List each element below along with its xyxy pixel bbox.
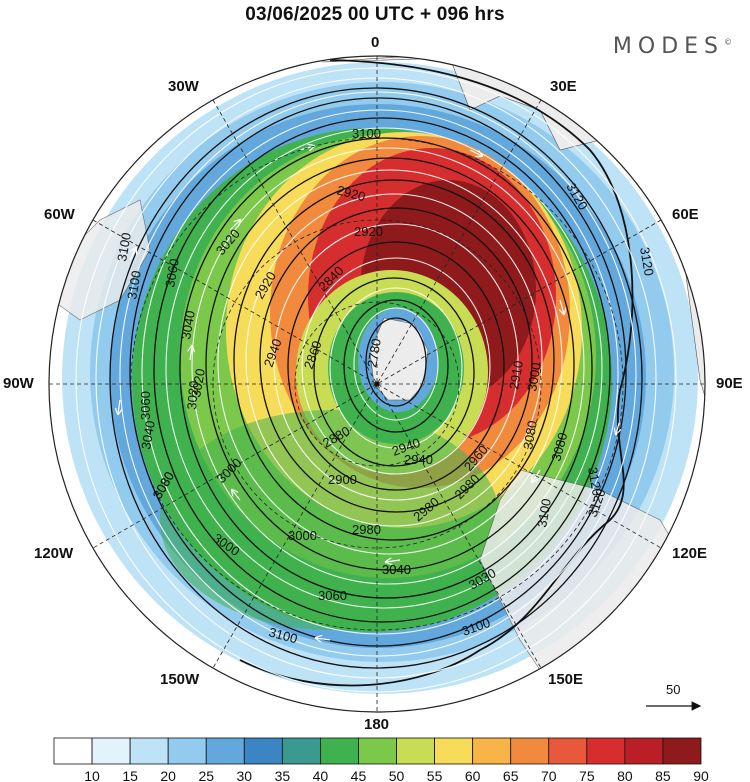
lon-label-60e: 60E [672, 206, 699, 223]
contour-label: 2900 [328, 472, 357, 487]
wind-reference-label: 50 [666, 682, 680, 697]
contour-label: 3040 [178, 309, 198, 340]
contour-label: 3080 [520, 419, 540, 450]
colorbar-tick-label: 90 [693, 768, 709, 782]
lon-label-150e: 150E [548, 671, 584, 688]
lon-label-120e: 120E [672, 545, 708, 562]
contour-label: 3100 [534, 497, 554, 528]
colorbar-tick-label: 55 [427, 768, 443, 782]
colorbar-swatch [91, 737, 131, 765]
contour-label: 3100 [124, 269, 144, 300]
contour-label: 2940 [404, 452, 433, 467]
colorbar-swatch [548, 737, 588, 765]
colorbar-tick-label: 70 [541, 768, 557, 782]
colorbar-swatch [129, 737, 169, 765]
colorbar-tick-label: 45 [351, 768, 367, 782]
colorbar-swatch [472, 737, 512, 765]
wind-streamlines [75, 67, 677, 693]
contour-label: 3120 [585, 466, 605, 497]
colorbar-tick-label: 25 [198, 768, 214, 782]
colorbar-swatch [662, 737, 702, 765]
colorbar-swatch [586, 737, 626, 765]
lon-label-30w: 30W [168, 78, 199, 95]
colorbar-swatch [53, 737, 93, 765]
colorbar-swatch [205, 737, 245, 765]
colorbar-tick-label: 80 [617, 768, 633, 782]
brand-mark: © [724, 37, 732, 47]
lon-label-120w: 120W [34, 545, 74, 562]
contour-label: 2980 [352, 522, 381, 537]
contour-label: 3040 [138, 419, 158, 450]
colorbar-tick-label: 85 [655, 768, 671, 782]
map-boundary [48, 55, 706, 713]
contour-label: 3120 [637, 246, 657, 277]
colorbar: 10 15 20 25 30 35 40 45 50 55 60 65 70 75 80 85 90 [53, 737, 709, 782]
brand-logo: MODES© [613, 34, 732, 59]
contour-label: 3060 [162, 257, 182, 288]
colorbar-tick-label: 60 [465, 768, 481, 782]
contour-label: 3020 [184, 380, 201, 410]
contour-label: 3100 [352, 126, 381, 141]
colorbar-tick-label: 50 [389, 768, 405, 782]
colorbar-swatch [434, 737, 474, 765]
lon-label-60w: 60W [44, 206, 75, 223]
colorbar-swatch [624, 737, 664, 765]
lon-label-0: 0 [371, 34, 380, 51]
lon-label-30e: 30E [550, 78, 577, 95]
contour-label: 3000 [288, 528, 317, 543]
colorbar-swatch [243, 737, 283, 765]
colorbar-tick-label: 15 [122, 768, 138, 782]
contour-label: 3040 [382, 562, 411, 577]
height-contours [109, 59, 643, 687]
colorbar-swatch [358, 737, 397, 765]
contour-label: 3040 [382, 562, 411, 577]
graticule [49, 56, 705, 712]
contour-label: 3020 [188, 367, 208, 398]
colorbar-swatch [167, 737, 207, 765]
contour-label: 2920 [354, 224, 383, 239]
brand-name: MODES [612, 34, 724, 59]
contour-label: 3060 [138, 391, 153, 420]
contour-label: 3100 [267, 624, 299, 646]
colorbar-swatch [510, 737, 550, 765]
colorbar-tick-label: 75 [579, 768, 595, 782]
colorbar-swatch [320, 737, 359, 765]
colorbar-tick-label: 35 [275, 768, 291, 782]
contour-label: 2920 [335, 182, 367, 204]
colorbar-tick-label: 10 [84, 768, 100, 782]
lon-label-180: 180 [364, 716, 390, 733]
lon-label-90w: 90W [3, 375, 34, 392]
colorbar-swatch [281, 737, 321, 765]
forecast-title: 03/06/2025 00 UTC + 096 hrs [245, 4, 505, 25]
wind-arrows [118, 146, 620, 640]
contour-label: 3100 [114, 231, 134, 262]
colorbar-tick-label: 20 [160, 768, 176, 782]
lon-label-90e: 90E [716, 375, 743, 392]
contour-label: 3080 [548, 431, 570, 463]
colorbar-tick-label: 40 [313, 768, 329, 782]
lon-label-150w: 150W [160, 671, 200, 688]
pole-marker [374, 381, 380, 387]
contour-label: 2780 [364, 337, 384, 368]
colorbar-tick-label: 30 [237, 768, 253, 782]
contour-label: 3000 [524, 361, 544, 392]
contour-label: 2910 [506, 359, 526, 390]
contour-label: 3060 [318, 588, 347, 603]
colorbar-tick-label: 65 [503, 768, 519, 782]
colorbar-swatch [396, 737, 435, 765]
